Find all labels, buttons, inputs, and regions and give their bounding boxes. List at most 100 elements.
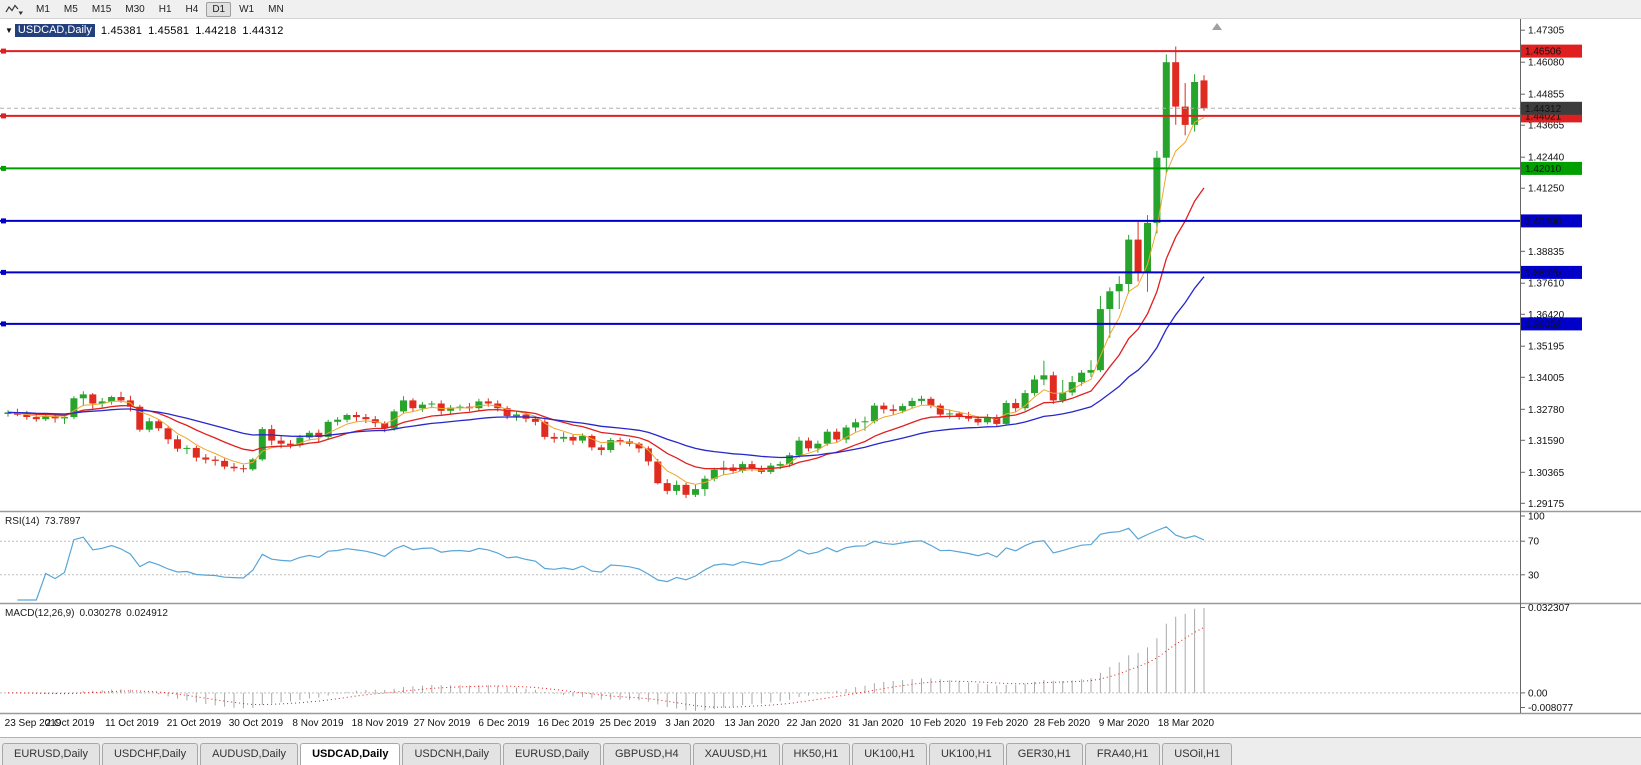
chart-tab-2-audusd-daily[interactable]: AUDUSD,Daily [200, 743, 299, 765]
chart-tab-4-usdcnh-daily[interactable]: USDCNH,Daily [402, 743, 502, 765]
moving-average-mid-ema [7, 187, 1205, 470]
price-axis-label: 1.43665 [1528, 121, 1565, 132]
timeframe-button-h1[interactable]: H1 [158, 3, 172, 15]
timeframe-button-m30[interactable]: M30 [125, 3, 145, 15]
chart-tab-0-eurusd-daily[interactable]: EURUSD,Daily [2, 743, 100, 765]
date-label: 18 Nov 2019 [352, 718, 409, 729]
price-axis-label: 1.46080 [1528, 58, 1565, 69]
price-axis-label: 1.36420 [1528, 310, 1565, 321]
moving-average-fast-ema [7, 117, 1205, 485]
candle [352, 411, 360, 422]
candle [588, 434, 596, 451]
line-edge-marker[interactable] [1, 269, 6, 275]
candle [1002, 400, 1010, 425]
level-price-badge-label: 1.38026 [1525, 268, 1562, 279]
candle [983, 414, 991, 425]
candle [145, 417, 153, 433]
candle [258, 427, 266, 461]
timeframe-button-m15[interactable]: M15 [91, 3, 112, 15]
chart-period-dropdown-icon[interactable] [5, 3, 23, 16]
candle [475, 398, 483, 411]
level-price-badge [1521, 317, 1582, 331]
macd-scale-label: 0.00 [1528, 688, 1548, 699]
date-label: 13 Jan 2020 [724, 718, 779, 729]
level-price-badge-label: 1.44021 [1525, 111, 1562, 122]
candle [842, 424, 850, 444]
candle [710, 467, 718, 482]
timeframe-button-mn[interactable]: MN [268, 3, 284, 15]
chart-tab-9-uk100-h1[interactable]: UK100,H1 [852, 743, 927, 765]
rsi-scale-label: 30 [1528, 570, 1540, 581]
candle [692, 484, 699, 497]
price-axis[interactable]: 1.47305 1.46080 1.44855 1.43665 1.42440 1.412… [1520, 19, 1582, 714]
chart-tab-7-xauusd-h1[interactable]: XAUUSD,H1 [692, 743, 780, 765]
candle [1031, 375, 1038, 396]
candle [795, 436, 803, 458]
candle [1162, 54, 1170, 174]
candle [918, 395, 925, 405]
chart-tab-6-gbpusd-h4[interactable]: GBPUSD,H4 [603, 743, 691, 765]
candle [4, 410, 12, 417]
price-axis-label: 1.32780 [1528, 405, 1565, 416]
candle [1153, 150, 1161, 234]
candle [164, 426, 172, 444]
candle [1068, 375, 1076, 396]
candle [42, 414, 50, 421]
rsi-scale-label: 70 [1528, 537, 1540, 548]
candle [1181, 83, 1189, 136]
chart-tab-5-eurusd-daily[interactable]: EURUSD,Daily [503, 743, 601, 765]
timeframe-button-d1[interactable]: D1 [206, 1, 232, 17]
line-edge-marker[interactable] [1, 165, 6, 171]
candle [786, 452, 794, 468]
timeframe-button-w1[interactable]: W1 [239, 3, 255, 15]
timeframe-button-m5[interactable]: M5 [63, 3, 78, 15]
rsi-name: RSI(14) [5, 516, 40, 527]
candle [1144, 215, 1151, 292]
ohlc-high: 1.45581 [148, 24, 190, 37]
line-edge-marker[interactable] [1, 321, 6, 327]
chart-tab-10-uk100-h1[interactable]: UK100,H1 [928, 743, 1004, 765]
candle [221, 458, 229, 470]
candle [597, 444, 605, 456]
candle [870, 403, 878, 424]
timeframe-button-h4[interactable]: H4 [185, 3, 199, 15]
date-label: 9 Mar 2020 [1099, 718, 1150, 729]
level-price-badge [1521, 161, 1582, 175]
candle [852, 418, 860, 432]
chart-tab-1-usdchf-daily[interactable]: USDCHF,Daily [101, 743, 199, 765]
chart-tab-3-usdcad-daily[interactable]: USDCAD,Daily [300, 743, 401, 765]
chart-symbol-label: USDCAD,Daily [14, 24, 95, 37]
date-label: 10 Feb 2020 [910, 718, 967, 729]
date-label: 27 Nov 2019 [414, 718, 471, 729]
candle [1087, 360, 1095, 377]
candle [89, 393, 97, 409]
ohlc-open: 1.45381 [100, 24, 143, 37]
candle [569, 434, 577, 445]
current-price-badge [1521, 101, 1582, 115]
candle [1106, 287, 1114, 338]
candle [936, 403, 944, 418]
chart-tab-13-usoil-h1[interactable]: USOil,H1 [1162, 743, 1233, 765]
timeframe-button-m1[interactable]: M1 [36, 3, 50, 15]
date-label: 2 Oct 2019 [46, 718, 95, 729]
chart-tab-12-fra40-h1[interactable]: FRA40,H1 [1084, 743, 1161, 765]
chart-tab-11-ger30-h1[interactable]: GER30,H1 [1005, 743, 1083, 765]
price-axis-label: 1.29175 [1528, 499, 1565, 510]
line-edge-marker[interactable] [1, 48, 6, 54]
rsi-line [17, 526, 1205, 601]
candle [823, 429, 831, 446]
candle [927, 396, 935, 409]
candle [418, 402, 426, 412]
candle [654, 458, 662, 485]
line-edge-marker[interactable] [1, 113, 6, 119]
line-edge-marker[interactable] [1, 218, 6, 224]
candle [202, 454, 210, 464]
date-label: 23 Sep 2019 [5, 718, 62, 729]
candle [98, 398, 106, 408]
candle [1012, 398, 1020, 412]
price-axis-label: 1.31590 [1528, 436, 1565, 447]
chart-tab-8-hk50-h1[interactable]: HK50,H1 [781, 743, 851, 765]
price-axis-label: 1.44855 [1528, 90, 1565, 101]
